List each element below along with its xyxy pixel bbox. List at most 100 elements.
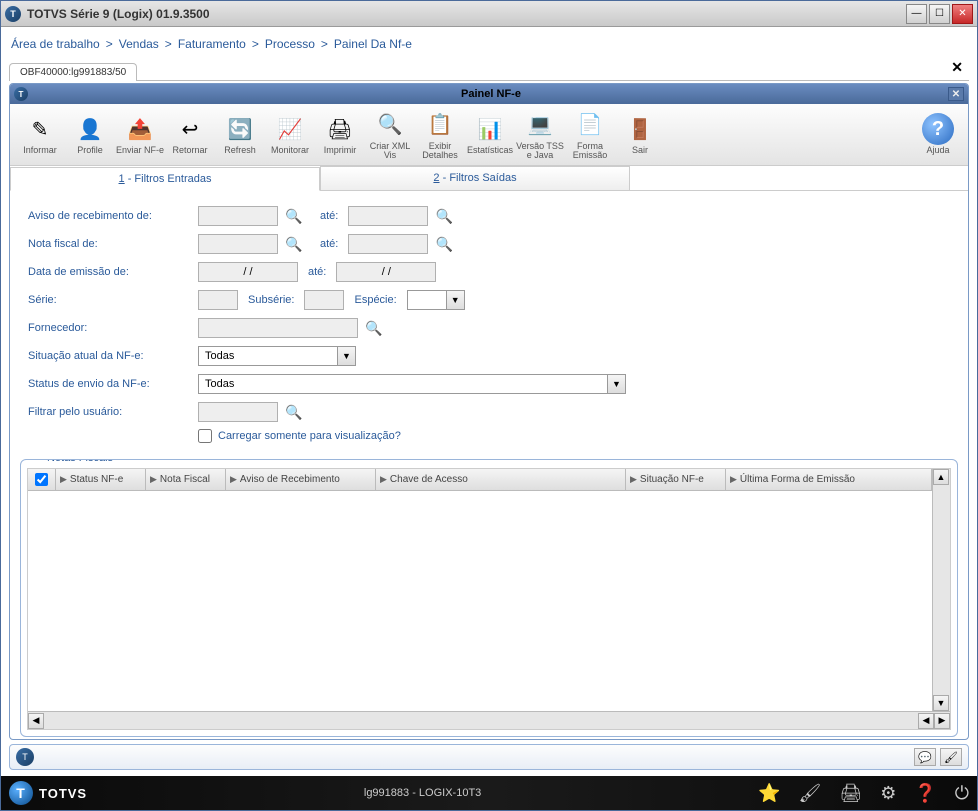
brush-icon[interactable]: 🖌 [798, 783, 821, 804]
breadcrumb-item[interactable]: Área de trabalho [11, 37, 100, 51]
grid-header-checkbox[interactable] [28, 469, 56, 490]
estatisticas-button[interactable]: 📊Estatísticas [466, 107, 514, 163]
usuario-label: Filtrar pelo usuário: [28, 406, 198, 418]
emission-icon: 📄 [574, 109, 606, 141]
nf-label: Nota fiscal de: [28, 238, 198, 250]
help-icon[interactable]: ❓ [914, 783, 936, 804]
criar-xml-button[interactable]: 🔍Criar XML Vis [366, 107, 414, 163]
search-icon[interactable]: 🔍 [286, 236, 302, 252]
ate-label: até: [320, 238, 338, 250]
refresh-icon: 🔄 [224, 113, 256, 145]
forma-emissao-button[interactable]: 📄Forma Emissão [566, 107, 614, 163]
xml-icon: 🔍 [374, 109, 406, 141]
nf-de-input[interactable] [198, 234, 278, 254]
send-icon: 📤 [124, 113, 156, 145]
data-ate-input[interactable] [336, 262, 436, 282]
scroll-left-button[interactable]: ◀ [28, 713, 44, 729]
search-icon[interactable]: 🔍 [366, 320, 382, 336]
session-info: lg991883 - LOGIX-10T3 [87, 787, 758, 799]
notas-legend: Notas Fiscais [41, 459, 119, 464]
data-de-input[interactable] [198, 262, 298, 282]
scroll-right-button[interactable]: ▶ [934, 713, 950, 729]
breadcrumb-item[interactable]: Painel Da Nf-e [334, 37, 412, 51]
grid-body[interactable] [28, 491, 932, 711]
aviso-ate-input[interactable] [348, 206, 428, 226]
grid-col-nota[interactable]: ▶Nota Fiscal [146, 469, 226, 490]
close-button[interactable]: ✕ [952, 4, 973, 24]
scroll-down-button[interactable]: ▼ [933, 695, 949, 711]
situacao-label: Situação atual da NF-e: [28, 350, 198, 362]
scroll-right-button[interactable]: ◀ [918, 713, 934, 729]
chevron-down-icon[interactable]: ▼ [608, 374, 626, 394]
printer-icon[interactable]: 🖨 [839, 783, 862, 804]
chevron-down-icon[interactable]: ▼ [447, 290, 465, 310]
serie-input[interactable] [198, 290, 238, 310]
usuario-input[interactable] [198, 402, 278, 422]
panel-titlebar: T Painel NF-e ✕ [10, 84, 968, 104]
gear-icon[interactable]: ⚙ [880, 783, 896, 804]
grid-col-status[interactable]: ▶Status NF-e [56, 469, 146, 490]
carregar-label: Carregar somente para visualização? [218, 430, 401, 442]
tab-close-button[interactable]: ✕ [945, 59, 969, 76]
especie-input[interactable] [407, 290, 447, 310]
situacao-combo[interactable]: ▼ [198, 346, 356, 366]
document-tab[interactable]: OBF40000:lg991883/50 [9, 63, 137, 81]
breadcrumb-item[interactable]: Vendas [119, 37, 159, 51]
titlebar-text: TOTVS Série 9 (Logix) 01.9.3500 [27, 7, 906, 21]
breadcrumb-item[interactable]: Faturamento [178, 37, 246, 51]
status-paint-button[interactable]: 🖌 [940, 748, 962, 766]
search-icon[interactable]: 🔍 [436, 236, 452, 252]
situacao-input[interactable] [198, 346, 338, 366]
scrollbar-horizontal[interactable]: ◀ ◀ ▶ [28, 711, 950, 729]
breadcrumb-item[interactable]: Processo [265, 37, 315, 51]
scrollbar-vertical[interactable]: ▲ ▼ [932, 469, 950, 711]
chevron-down-icon[interactable]: ▼ [338, 346, 356, 366]
minimize-button[interactable]: — [906, 4, 927, 24]
versao-tss-button[interactable]: 💻Versão TSS e Java [516, 107, 564, 163]
subserie-input[interactable] [304, 290, 344, 310]
print-icon: 🖨 [324, 113, 356, 145]
aviso-de-input[interactable] [198, 206, 278, 226]
profile-button[interactable]: 👤Profile [66, 107, 114, 163]
carregar-visualizacao-checkbox[interactable] [198, 429, 212, 443]
grid-col-aviso[interactable]: ▶Aviso de Recebimento [226, 469, 376, 490]
search-icon[interactable]: 🔍 [436, 208, 452, 224]
ajuda-button[interactable]: ?Ajuda [914, 107, 962, 163]
nf-ate-input[interactable] [348, 234, 428, 254]
informar-button[interactable]: ✎Informar [16, 107, 64, 163]
subserie-label: Subsérie: [248, 294, 294, 306]
tab-filtros-entradas[interactable]: 1 - Filtros Entradas [10, 167, 320, 191]
panel-title: Painel NF-e [34, 88, 948, 100]
brand-text: TOTVS [39, 786, 87, 801]
app-icon: T [5, 6, 21, 22]
toggle-icon[interactable]: ⏻ [955, 783, 969, 804]
grid-col-forma[interactable]: ▶Última Forma de Emissão [726, 469, 932, 490]
grid-col-situacao[interactable]: ▶Situação NF-e [626, 469, 726, 490]
panel-close-button[interactable]: ✕ [948, 87, 964, 101]
data-emissao-label: Data de emissão de: [28, 266, 198, 278]
search-icon[interactable]: 🔍 [286, 208, 302, 224]
fornecedor-input[interactable] [198, 318, 358, 338]
details-icon: 📋 [424, 109, 456, 141]
document-tabstrip: OBF40000:lg991883/50 ✕ [9, 59, 969, 81]
help-icon: ? [922, 113, 954, 145]
exibir-detalhes-button[interactable]: 📋Exibir Detalhes [416, 107, 464, 163]
tab-filtros-saidas[interactable]: 2 - Filtros Saídas [320, 166, 630, 190]
search-icon[interactable]: 🔍 [286, 404, 302, 420]
workarea: Área de trabalho> Vendas> Faturamento> P… [1, 27, 977, 776]
status-chat-button[interactable]: 💬 [914, 748, 936, 766]
retornar-button[interactable]: ↩Retornar [166, 107, 214, 163]
monitorar-button[interactable]: 📈Monitorar [266, 107, 314, 163]
status-envio-input[interactable] [198, 374, 608, 394]
titlebar: T TOTVS Série 9 (Logix) 01.9.3500 — ☐ ✕ [1, 1, 977, 27]
grid-col-chave[interactable]: ▶Chave de Acesso [376, 469, 626, 490]
status-envio-combo[interactable]: ▼ [198, 374, 626, 394]
refresh-button[interactable]: 🔄Refresh [216, 107, 264, 163]
enviar-nfe-button[interactable]: 📤Enviar NF-e [116, 107, 164, 163]
scroll-up-button[interactable]: ▲ [933, 469, 949, 485]
maximize-button[interactable]: ☐ [929, 4, 950, 24]
especie-combo[interactable]: ▼ [407, 290, 465, 310]
imprimir-button[interactable]: 🖨Imprimir [316, 107, 364, 163]
sair-button[interactable]: 🚪Sair [616, 107, 664, 163]
favorite-icon[interactable]: ⭐ [758, 783, 780, 804]
